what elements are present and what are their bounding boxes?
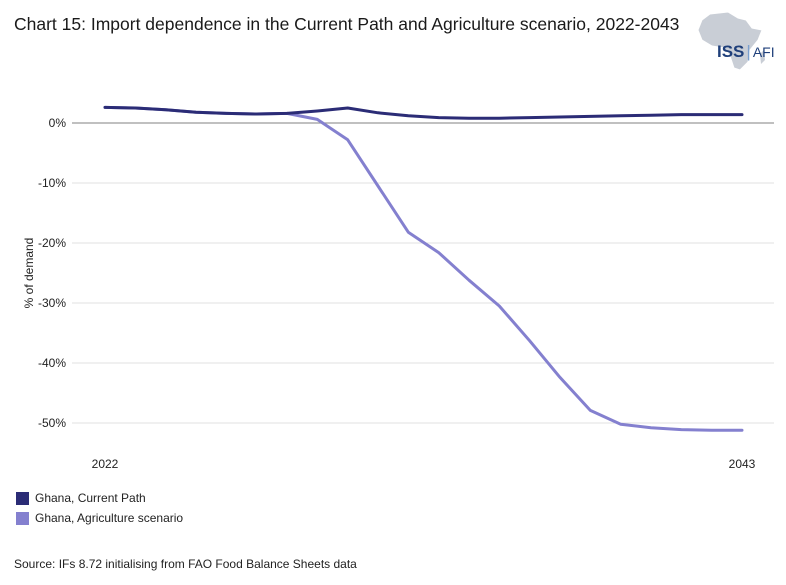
y-tick-label: -20% (38, 236, 66, 250)
y-tick-label: -10% (38, 176, 66, 190)
legend: Ghana, Current Path Ghana, Agriculture s… (16, 488, 183, 528)
legend-swatch-current-path (16, 491, 29, 505)
y-tick-label: 0% (49, 116, 67, 130)
legend-label-agriculture-scenario: Ghana, Agriculture scenario (35, 511, 184, 525)
logo-iss-text: ISS (717, 42, 745, 61)
africa-map-icon (697, 11, 765, 71)
legend-label-current-path: Ghana, Current Path (35, 491, 146, 505)
series-line-current-path (103, 105, 744, 120)
logo-afi-text: AFI (752, 44, 775, 60)
x-tick-label: 2022 (92, 457, 119, 471)
source-note: Source: IFs 8.72 initialising from FAO F… (14, 557, 357, 571)
chart-title: Chart 15: Import dependence in the Curre… (14, 14, 680, 34)
y-tick-label: -30% (38, 296, 66, 310)
x-tick-label: 2043 (729, 457, 756, 471)
y-tick-label: -40% (38, 356, 66, 370)
legend-item-agriculture-scenario: Ghana, Agriculture scenario (16, 508, 183, 528)
iss-afi-logo: ISS | AFI (717, 42, 775, 61)
y-axis-label: % of demand (22, 238, 36, 309)
series-line-agriculture-scenario (103, 105, 744, 432)
line-chart: 0% -10% -20% -30% -40% -50% 2022 2043 % of deman… (22, 105, 774, 471)
legend-swatch-agriculture-scenario (16, 511, 29, 525)
legend-item-current-path: Ghana, Current Path (16, 488, 183, 508)
y-tick-label: -50% (38, 416, 66, 430)
